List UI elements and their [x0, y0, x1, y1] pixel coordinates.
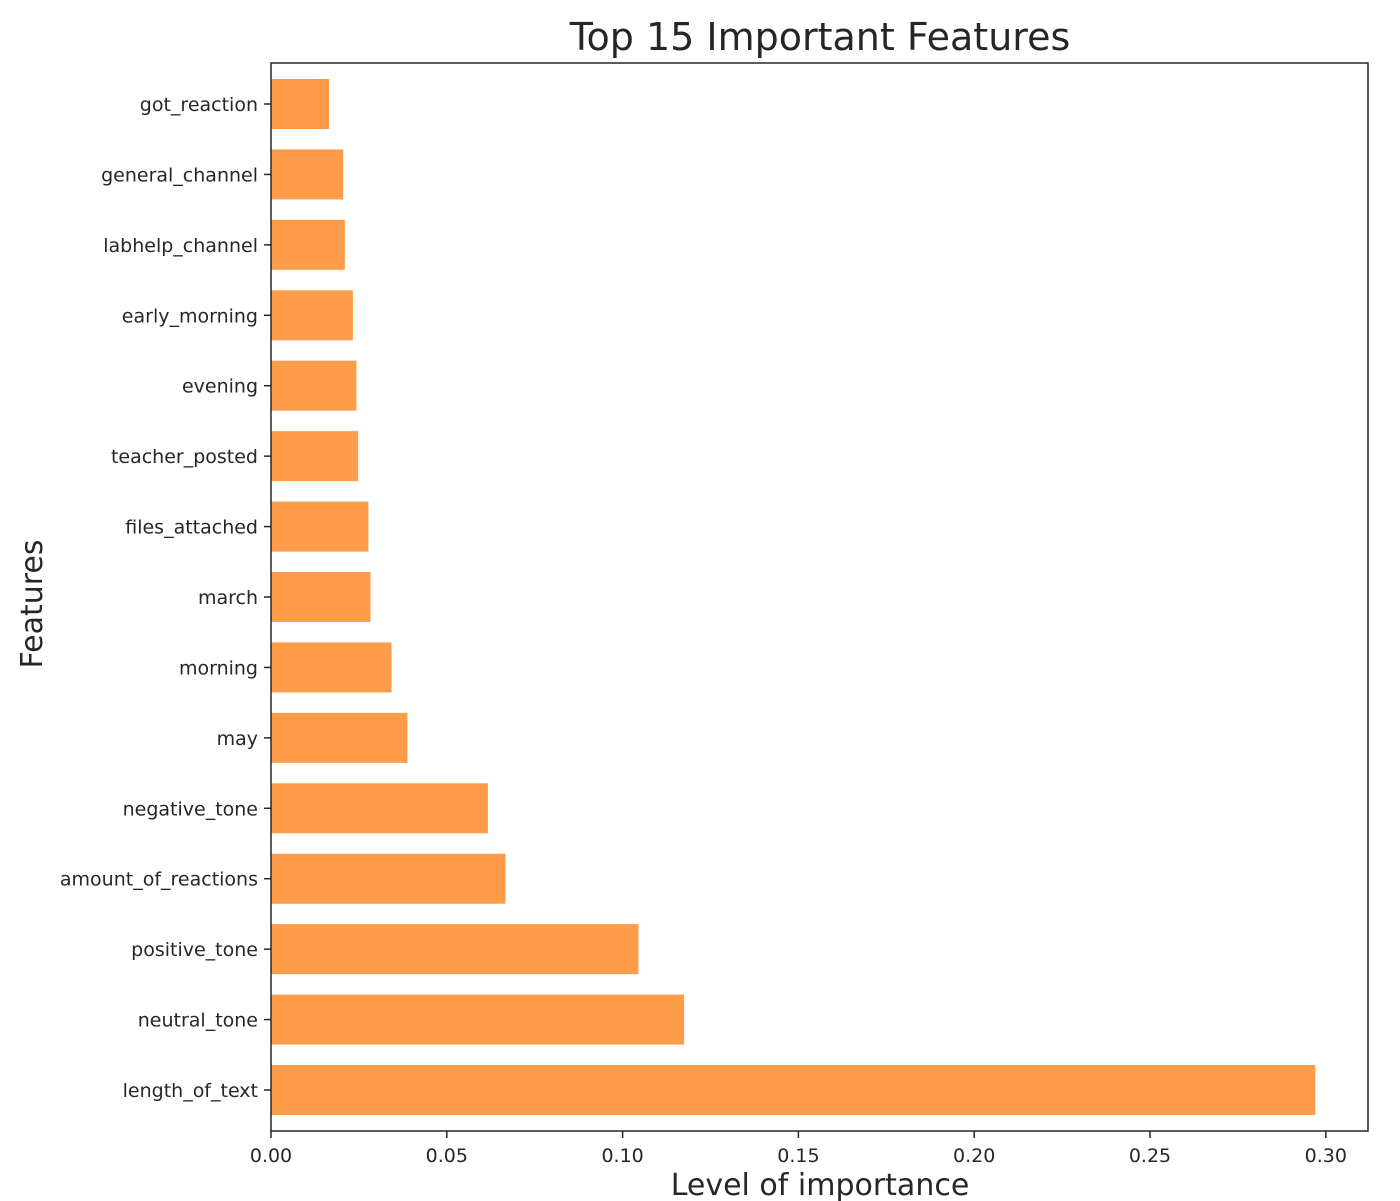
y-tick-label: early_morning [122, 305, 258, 327]
x-tick-label: 0.00 [250, 1145, 292, 1167]
x-tick-label: 0.20 [953, 1145, 995, 1167]
y-tick-label: negative_tone [123, 798, 258, 820]
x-tick-label: 0.25 [1129, 1145, 1171, 1167]
y-tick-label: general_channel [101, 164, 258, 186]
bar-labhelp-channel [271, 219, 345, 270]
y-tick-label: neutral_tone [138, 1010, 258, 1032]
bar-got-reaction [271, 79, 330, 129]
bar-files-attached [271, 501, 369, 552]
bar-amount-of-reactions [271, 853, 506, 904]
y-tick-label: length_of_text [123, 1080, 258, 1102]
bar-teacher-posted [271, 431, 359, 482]
x-ticks-group: 0.00 0.05 0.10 0.15 0.20 0.25 0.30 [250, 1131, 1347, 1167]
y-tick-label: got_reaction [140, 94, 258, 116]
bar-early-morning [271, 290, 353, 341]
y-axis-label: Features [15, 540, 50, 669]
bar-general-channel [271, 149, 344, 200]
y-tick-label: march [198, 587, 258, 609]
x-tick-label: 0.10 [601, 1145, 643, 1167]
y-tick-label: files_attached [125, 517, 258, 539]
y-ticks-group: got_reaction general_channel labhelp_chann… [60, 94, 271, 1102]
x-axis-label: Level of importance [671, 1168, 970, 1201]
chart-title: Top 15 Important Features [569, 15, 1071, 59]
bar-may [271, 712, 408, 763]
bar-evening [271, 360, 357, 411]
bar-march [271, 572, 371, 622]
y-tick-label: amount_of_reactions [60, 869, 258, 891]
x-tick-label: 0.05 [426, 1145, 468, 1167]
x-tick-label: 0.30 [1305, 1145, 1347, 1167]
bar-negative-tone [271, 783, 488, 834]
bar-length-of-text [271, 1065, 1316, 1115]
x-tick-label: 0.15 [777, 1145, 819, 1167]
bar-morning [271, 642, 392, 693]
y-tick-label: positive_tone [131, 939, 258, 961]
plot-frame [270, 62, 1369, 1132]
bars-group [271, 79, 1316, 1115]
bar-positive-tone [271, 924, 639, 975]
y-tick-label: morning [179, 657, 258, 679]
y-tick-label: evening [182, 376, 258, 398]
y-tick-label: labhelp_channel [103, 235, 258, 257]
y-tick-label: may [217, 728, 258, 750]
y-tick-label: teacher_posted [111, 446, 258, 468]
bar-neutral-tone [271, 994, 685, 1045]
